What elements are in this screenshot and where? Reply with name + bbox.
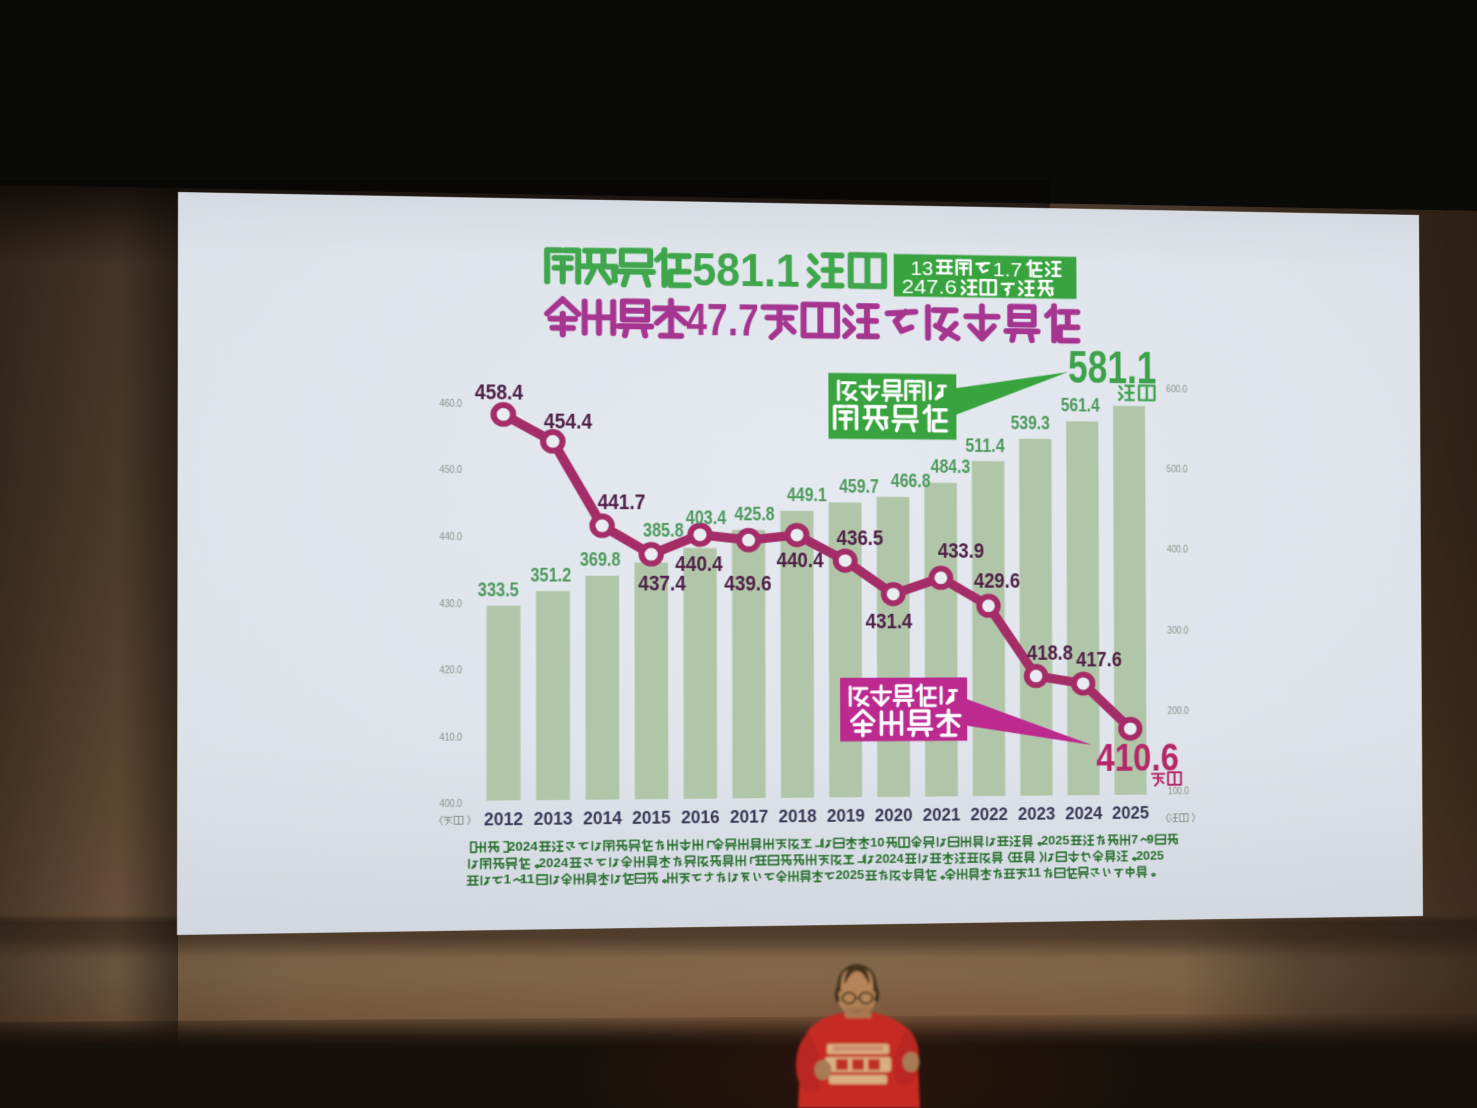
svg-text:484.3: 484.3 (931, 456, 971, 478)
svg-text:454.4: 454.4 (544, 408, 592, 433)
svg-text:13: 13 (911, 256, 934, 280)
svg-text:2021: 2021 (923, 805, 961, 824)
svg-text:436.5: 436.5 (837, 525, 884, 550)
svg-text:369.8: 369.8 (580, 549, 621, 571)
svg-text:425.8: 425.8 (734, 503, 774, 525)
svg-text:600.0: 600.0 (1166, 384, 1187, 395)
svg-text:2014: 2014 (583, 809, 622, 828)
svg-text:10: 10 (870, 834, 885, 849)
svg-text:385.8: 385.8 (643, 520, 684, 542)
svg-text:2015: 2015 (632, 808, 671, 827)
svg-text:2025: 2025 (1041, 832, 1069, 847)
svg-text:2016: 2016 (681, 808, 719, 827)
svg-text:581.1: 581.1 (1068, 342, 1157, 394)
svg-text:100.0: 100.0 (1168, 786, 1189, 797)
svg-text:11: 11 (1027, 865, 1041, 880)
svg-text:351.2: 351.2 (530, 564, 571, 586)
svg-text:410.6: 410.6 (1096, 736, 1179, 779)
svg-text:2025: 2025 (1136, 847, 1164, 862)
svg-text:2012: 2012 (484, 810, 523, 830)
svg-text:1: 1 (504, 871, 512, 886)
svg-text:430.0: 430.0 (439, 598, 462, 610)
svg-text:466.8: 466.8 (891, 470, 931, 492)
svg-text:458.4: 458.4 (475, 379, 524, 404)
svg-text:437.4: 437.4 (638, 571, 686, 596)
svg-text:539.3: 539.3 (1011, 412, 1050, 434)
svg-text:429.6: 429.6 (974, 568, 1020, 592)
svg-text:2025: 2025 (1112, 804, 1149, 823)
svg-text:2019: 2019 (827, 806, 865, 825)
svg-text:400.0: 400.0 (439, 799, 462, 811)
svg-text:500.0: 500.0 (1166, 464, 1187, 475)
svg-text:440.0: 440.0 (439, 531, 462, 543)
svg-text:300.0: 300.0 (1167, 625, 1188, 636)
svg-text:441.7: 441.7 (598, 489, 646, 514)
svg-text:2024: 2024 (1065, 804, 1102, 823)
svg-text:2024: 2024 (539, 854, 569, 870)
svg-text:2013: 2013 (534, 809, 573, 829)
svg-text:440.4: 440.4 (675, 551, 723, 576)
svg-text:431.4: 431.4 (866, 609, 913, 633)
svg-text:2022: 2022 (970, 805, 1007, 824)
svg-text:400.0: 400.0 (1167, 545, 1188, 556)
svg-text:1.7: 1.7 (993, 258, 1022, 282)
svg-text:440.4: 440.4 (776, 548, 823, 573)
svg-text:2024: 2024 (508, 838, 538, 854)
svg-text:449.1: 449.1 (787, 484, 827, 506)
svg-text:420.0: 420.0 (439, 665, 462, 677)
svg-text:450.0: 450.0 (439, 465, 462, 477)
svg-text:561.4: 561.4 (1061, 395, 1100, 417)
svg-text:47.7: 47.7 (686, 295, 759, 346)
svg-text:2017: 2017 (730, 807, 768, 826)
svg-text:581.1: 581.1 (692, 242, 800, 297)
svg-text:2025: 2025 (835, 867, 864, 882)
svg-text:410.0: 410.0 (439, 732, 462, 744)
svg-text:2024: 2024 (875, 850, 904, 865)
svg-text:460.0: 460.0 (439, 398, 462, 410)
svg-text:9: 9 (1147, 831, 1154, 846)
svg-text:7: 7 (1131, 831, 1138, 846)
svg-text:2023: 2023 (1018, 805, 1055, 824)
svg-text:2020: 2020 (875, 806, 913, 825)
svg-text:403.4: 403.4 (686, 507, 727, 529)
svg-text:247.6: 247.6 (902, 275, 957, 299)
svg-text:459.7: 459.7 (839, 476, 879, 498)
svg-text:11: 11 (520, 871, 535, 887)
svg-text:417.6: 417.6 (1076, 647, 1122, 671)
svg-text:200.0: 200.0 (1167, 706, 1188, 717)
svg-text:333.5: 333.5 (478, 579, 519, 601)
svg-text:511.4: 511.4 (965, 435, 1005, 457)
svg-text:439.6: 439.6 (724, 571, 771, 596)
svg-text:433.9: 433.9 (938, 538, 984, 562)
svg-text:418.8: 418.8 (1027, 640, 1073, 664)
svg-text:2018: 2018 (778, 807, 816, 826)
